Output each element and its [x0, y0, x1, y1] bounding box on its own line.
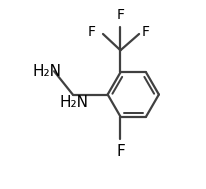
- Text: F: F: [88, 25, 96, 39]
- Text: F: F: [116, 144, 125, 159]
- Text: H₂N: H₂N: [32, 64, 61, 79]
- Text: F: F: [142, 25, 150, 39]
- Text: F: F: [116, 8, 124, 22]
- Text: H₂N: H₂N: [59, 95, 88, 110]
